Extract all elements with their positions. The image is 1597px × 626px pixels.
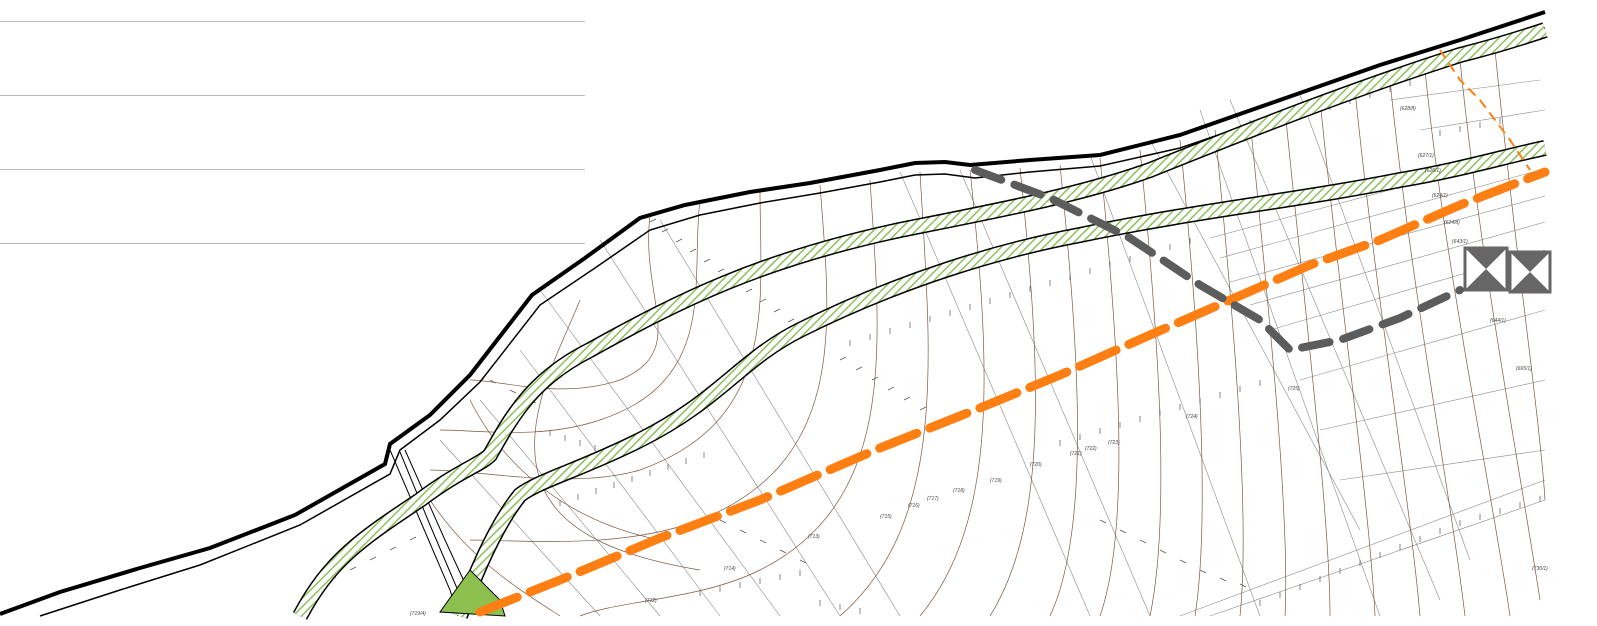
parcel-label: (712) (645, 598, 657, 604)
parcel-label: (721) (1070, 451, 1082, 457)
parcel-label: (722) (1085, 446, 1097, 452)
parcel-label: (624/1) (1432, 193, 1448, 199)
legend-row-divider (0, 95, 585, 96)
parcel-labels: (628/8) (627/1) (626/1) (624/1) (624/8) … (410, 106, 1548, 617)
legend-row-divider (0, 21, 585, 22)
crossed-box-symbols (1463, 246, 1552, 294)
parcel-label: (643/1) (1452, 239, 1468, 245)
parcel-label: (723) (1108, 440, 1120, 446)
contour-lines (429, 49, 1546, 617)
parcel-label: (665/1) (1516, 366, 1532, 372)
parcel-label: (725) (1288, 386, 1300, 392)
parcel-label: (628/8) (1400, 106, 1416, 112)
legend-row-divider (0, 243, 585, 244)
routes (475, 49, 1550, 617)
crossed-box-icon (1508, 250, 1552, 294)
parcel-label: (714) (724, 566, 736, 572)
parcel-label: (719) (990, 478, 1002, 484)
legend-row-divider (0, 169, 585, 170)
parcel-label: (627/1) (1418, 153, 1434, 159)
parcel-label: (715) (880, 514, 892, 520)
parcel-label: (724) (1186, 414, 1198, 420)
parcel-label: (720) (1030, 462, 1042, 468)
parcel-label: (716) (908, 503, 920, 509)
parcel-label: (717) (927, 496, 939, 502)
parcel-label: (626/1) (1425, 168, 1441, 174)
parcel-label: (713) (808, 534, 820, 540)
green-hatched-bands (292, 22, 1548, 620)
crossed-box-icon (1463, 246, 1509, 292)
legend-panel (0, 0, 585, 250)
parcel-label: (719/4) (410, 611, 426, 617)
parcel-label: (730/1) (1532, 566, 1548, 572)
parcel-label: (644/1) (1490, 318, 1506, 324)
parcel-label: (718) (953, 488, 965, 494)
property-boundary (0, 10, 1546, 617)
survey-tick-marks (329, 80, 1541, 614)
parcel-label: (624/8) (1444, 220, 1460, 226)
